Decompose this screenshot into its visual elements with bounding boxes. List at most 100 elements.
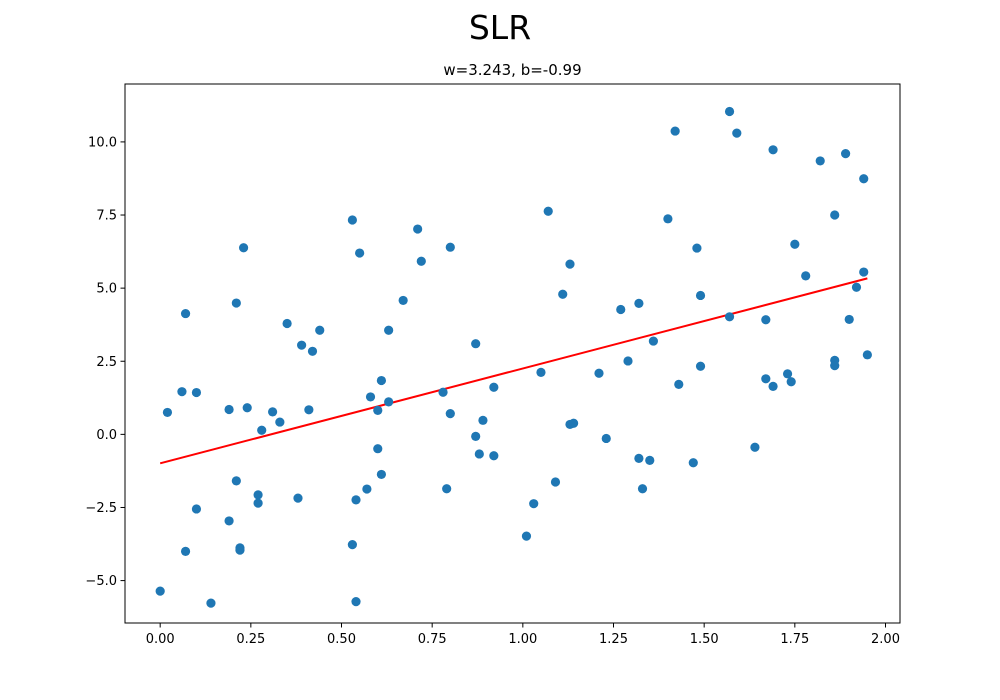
data-point <box>663 214 673 224</box>
y-tick-label: 2.5 <box>96 355 117 370</box>
data-point <box>489 451 499 461</box>
data-point <box>413 224 423 234</box>
data-point <box>859 267 869 277</box>
data-point <box>253 498 263 508</box>
data-point <box>365 392 376 402</box>
data-point <box>761 374 771 384</box>
data-point <box>637 484 648 494</box>
data-point <box>253 490 263 500</box>
x-tick-label: 0.75 <box>418 632 447 647</box>
data-point <box>862 350 872 360</box>
data-point <box>569 418 579 428</box>
data-point <box>438 387 448 397</box>
x-tick-label: 0.00 <box>146 632 175 647</box>
data-point <box>692 243 702 253</box>
x-tick-label: 0.50 <box>327 632 356 647</box>
data-point <box>293 493 303 503</box>
data-point <box>830 361 840 371</box>
y-tick-label: 7.5 <box>96 209 117 224</box>
y-tick-label: −2.5 <box>85 501 117 516</box>
data-point <box>695 361 706 371</box>
data-point <box>307 346 318 356</box>
x-tick-label: 1.75 <box>780 632 809 647</box>
data-point <box>224 404 234 415</box>
data-point <box>634 453 644 463</box>
data-point <box>601 433 611 444</box>
x-tick-label: 0.25 <box>236 632 265 647</box>
data-point <box>543 206 553 216</box>
data-point <box>565 259 575 269</box>
data-point <box>373 444 383 454</box>
data-point <box>732 128 742 138</box>
data-point <box>242 403 252 413</box>
y-tick-label: 10.0 <box>88 135 117 150</box>
x-tick-label: 1.25 <box>599 632 628 647</box>
x-tick-label: 1.00 <box>508 632 537 647</box>
data-point <box>521 531 532 541</box>
data-point <box>235 545 245 555</box>
data-point <box>724 312 735 322</box>
data-point <box>761 315 771 325</box>
data-point <box>645 455 655 465</box>
data-point <box>347 540 357 550</box>
data-point <box>782 369 793 379</box>
data-point <box>594 368 604 378</box>
data-point <box>191 387 202 398</box>
data-point <box>616 304 626 315</box>
x-tick-label: 1.50 <box>690 632 719 647</box>
data-point <box>206 598 216 608</box>
data-point <box>224 516 234 526</box>
data-point <box>841 149 851 159</box>
data-point <box>297 340 307 350</box>
x-tick-label: 2.00 <box>871 632 900 647</box>
y-tick-label: −5.0 <box>85 574 117 589</box>
data-point <box>623 356 633 366</box>
data-point <box>529 499 539 509</box>
data-point <box>648 336 658 346</box>
data-point <box>471 339 481 349</box>
data-point <box>155 586 165 596</box>
data-point <box>231 298 241 308</box>
points-layer <box>155 106 872 608</box>
data-point <box>478 415 488 425</box>
data-point <box>445 409 455 419</box>
data-point <box>376 469 386 480</box>
data-point <box>442 484 452 494</box>
data-point <box>191 504 202 514</box>
data-point <box>376 375 386 386</box>
data-point <box>347 215 357 225</box>
data-point <box>830 210 840 220</box>
data-point <box>790 239 800 249</box>
data-point <box>384 325 394 335</box>
data-point <box>416 256 426 266</box>
y-tick-label: 0.0 <box>96 428 117 443</box>
data-point <box>351 495 361 505</box>
data-point <box>670 126 680 136</box>
ticks-layer: 0.00 0.25 0.50 0.75 1.00 1.25 1.50 1.75 2.00 −5.0… <box>85 135 900 647</box>
data-point <box>282 318 292 329</box>
axes-frame <box>124 83 901 624</box>
fit-line <box>159 277 868 465</box>
data-point <box>238 243 249 253</box>
data-point <box>231 476 241 486</box>
data-point <box>304 405 314 415</box>
data-point <box>177 387 187 397</box>
data-point <box>768 381 778 392</box>
data-point <box>275 417 285 427</box>
data-point <box>768 145 778 155</box>
data-point <box>315 325 325 335</box>
data-point <box>688 458 698 468</box>
data-point <box>844 314 854 325</box>
data-point <box>351 597 361 607</box>
data-point <box>257 425 267 435</box>
data-point <box>801 271 811 281</box>
data-point <box>362 484 372 494</box>
figure-suptitle: SLR <box>468 8 532 47</box>
data-point <box>180 308 191 319</box>
data-point <box>162 407 173 418</box>
data-point <box>859 174 869 184</box>
data-point <box>180 546 191 556</box>
data-point <box>634 298 644 308</box>
data-point <box>674 379 684 389</box>
